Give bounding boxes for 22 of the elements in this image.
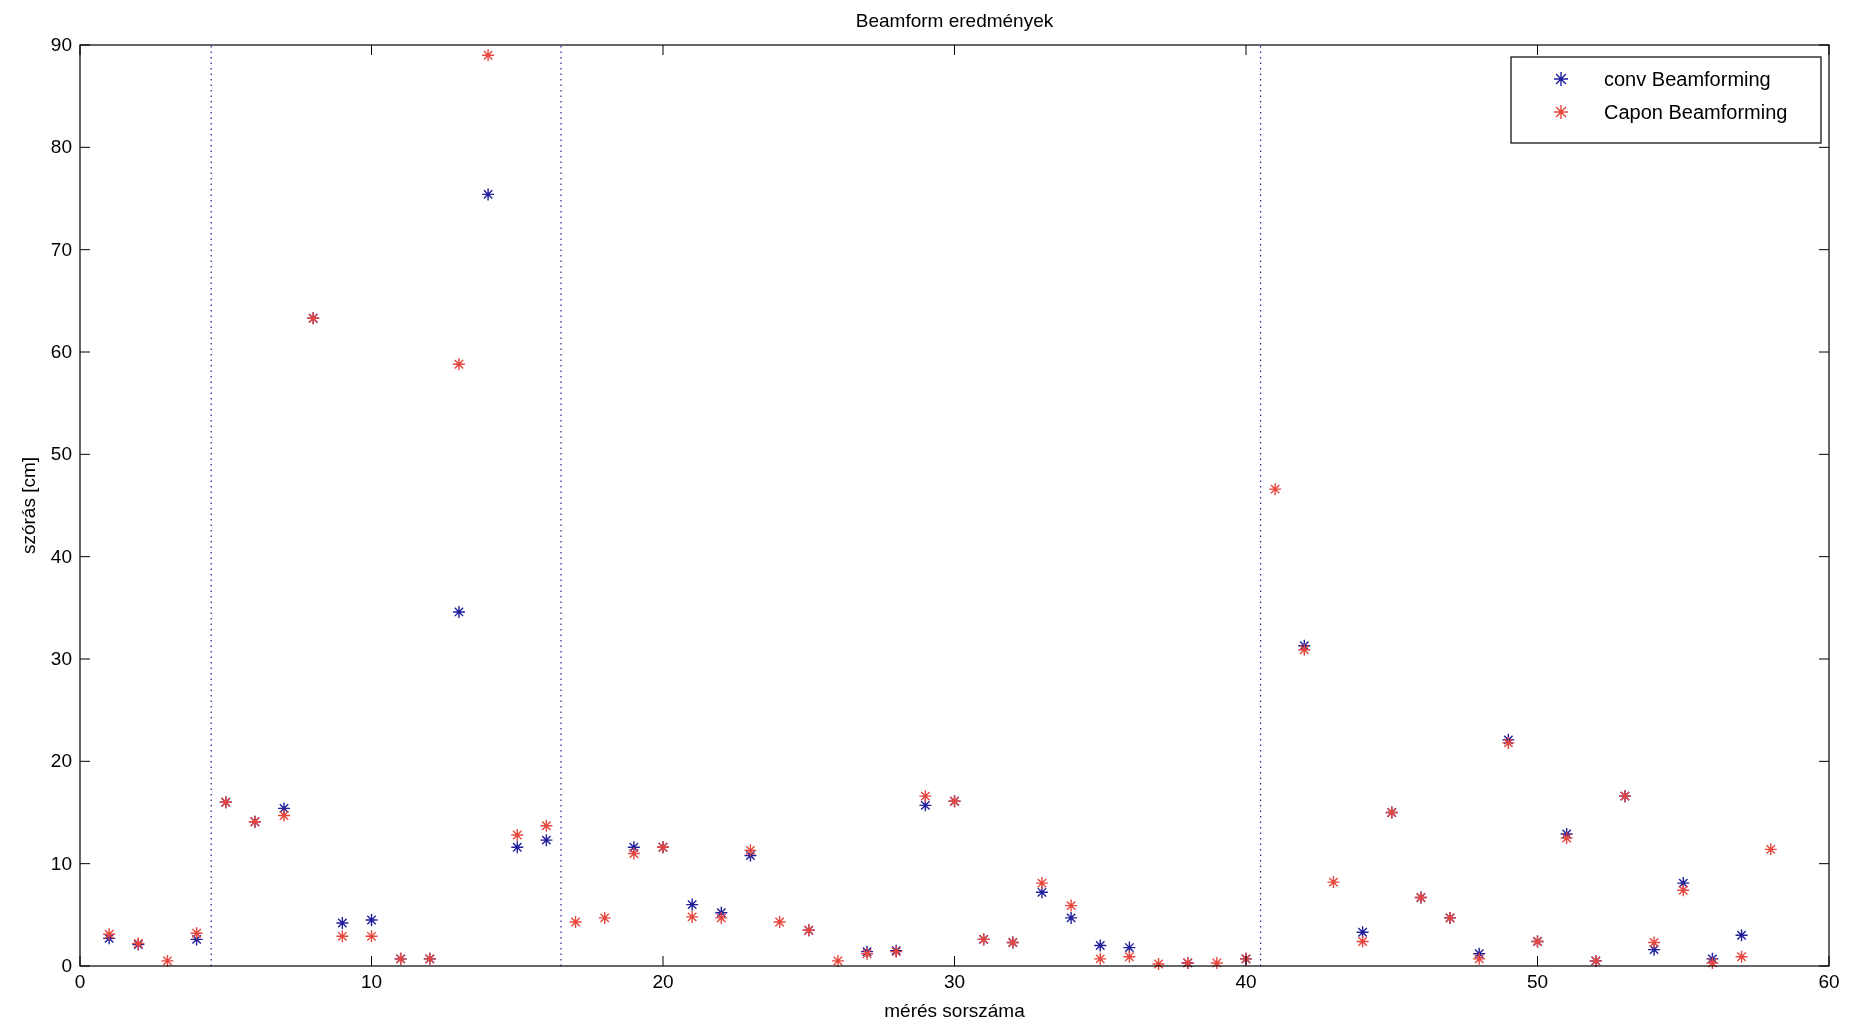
y-tick-label: 70 [50, 238, 72, 260]
y-tick-label: 10 [50, 852, 72, 874]
x-tick-label: 30 [943, 971, 966, 992]
legend-label: conv Beamforming [1604, 68, 1771, 90]
x-tick-label: 10 [360, 971, 383, 992]
x-tick-label: 20 [652, 971, 674, 992]
y-tick-label: 20 [50, 750, 72, 772]
x-tick-label: 0 [74, 971, 86, 992]
y-tick-label: 40 [50, 545, 72, 567]
y-tick-label: 90 [50, 34, 72, 55]
y-tick-label: 0 [61, 955, 72, 976]
y-axis-title: szórás [cm] [18, 456, 39, 555]
y-tick-label: 60 [50, 341, 72, 362]
x-tick-label: 40 [1235, 971, 1257, 992]
legend-label: Capon Beamforming [1604, 101, 1788, 123]
x-tick-label: 60 [1818, 971, 1840, 992]
chart-title: Beamform eredmények [855, 10, 1054, 31]
x-tick-label: 50 [1526, 971, 1549, 992]
y-tick-label: 80 [50, 136, 72, 158]
x-axis-title: mérés sorszáma [884, 1000, 1026, 1021]
y-tick-label: 50 [50, 443, 72, 465]
y-tick-label: 30 [50, 648, 72, 669]
